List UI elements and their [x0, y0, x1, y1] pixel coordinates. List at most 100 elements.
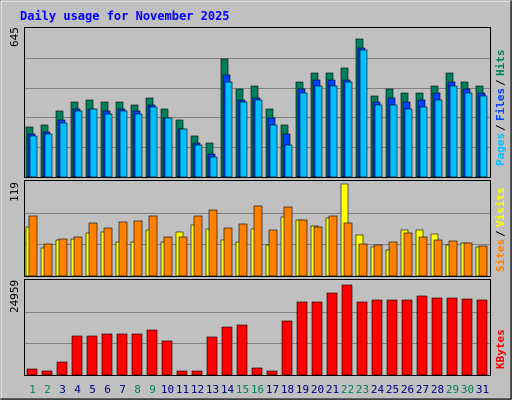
pages-bar [179, 128, 188, 178]
day-label: 29 [446, 383, 459, 396]
day-label: 13 [206, 383, 219, 396]
day-label: 20 [311, 383, 324, 396]
day-label: 6 [104, 383, 111, 396]
sites-bar [253, 205, 263, 277]
sites-bar [373, 244, 383, 277]
kbytes-bar [71, 335, 83, 376]
pages-bar [209, 156, 218, 178]
sites-bar [358, 243, 368, 277]
sites-bar [343, 222, 353, 277]
kbytes-bar [131, 333, 143, 376]
kbytes-bar [296, 301, 308, 376]
kbytes-bar [251, 367, 263, 376]
pages-bar [59, 122, 68, 178]
pages-bar [344, 81, 353, 178]
pages-bar [134, 113, 143, 178]
kbytes-bar [281, 320, 293, 376]
sites-bar [418, 236, 428, 277]
day-label: 16 [251, 383, 264, 396]
pages-bar [269, 124, 278, 178]
kbytes-bar [461, 298, 473, 376]
day-label: 24 [371, 383, 385, 396]
day-label: 18 [281, 383, 294, 396]
day-label: 26 [401, 383, 414, 396]
kbytes-bar [146, 329, 158, 376]
legend-sep-1: / [494, 124, 507, 131]
sites-bar [148, 215, 158, 277]
pages-bar [359, 49, 368, 178]
day-label: 21 [326, 383, 339, 396]
sites-bar [313, 226, 323, 277]
sites-bar [223, 227, 233, 277]
pages-bar [149, 106, 158, 178]
kbytes-panel-border [24, 279, 491, 376]
day-label: 5 [89, 383, 96, 396]
day-label: 15 [236, 383, 249, 396]
day-label: 30 [461, 383, 474, 396]
kbytes-bar [41, 370, 53, 376]
pages-bar [299, 92, 308, 178]
pages-bar [224, 81, 233, 178]
sites-bar [178, 236, 188, 277]
pages-bar [284, 144, 293, 178]
pages-bar [164, 117, 173, 178]
pages-bar [104, 113, 113, 178]
pages-bar [89, 108, 98, 178]
sites-bar [478, 245, 488, 277]
hits-panel-border [24, 27, 491, 178]
day-label: 31 [476, 383, 489, 396]
pages-bar [389, 104, 398, 178]
pages-bar [374, 104, 383, 178]
sites-bar [208, 209, 218, 277]
kbytes-bar [356, 301, 368, 376]
kbytes-bar [101, 333, 113, 376]
sites-bar [433, 239, 443, 277]
day-label: 28 [431, 383, 444, 396]
legend-visits: Visits [494, 187, 507, 227]
legend-sep-3: / [494, 230, 507, 237]
sites-bar [238, 223, 248, 277]
day-label: 25 [386, 383, 399, 396]
sites-bar [73, 236, 83, 277]
kbytes-bar [26, 368, 38, 376]
legend-sites: Sites [494, 239, 507, 272]
pages-bar [419, 106, 428, 178]
kbytes-bar [446, 297, 458, 376]
kbytes-bar [371, 299, 383, 376]
day-label: 22 [341, 383, 354, 396]
pages-bar [29, 135, 38, 178]
sites-bar [88, 222, 98, 277]
sites-bar [448, 240, 458, 277]
sites-bar [58, 238, 68, 277]
pages-bar [434, 99, 443, 178]
pages-bar [329, 85, 338, 178]
sites-bar [283, 206, 293, 277]
pages-bar [194, 144, 203, 178]
sites-bar [133, 220, 143, 277]
sites-bar [388, 241, 398, 277]
kbytes-bar [236, 324, 248, 376]
kbytes-bar [431, 297, 443, 376]
pages-bar [479, 95, 488, 178]
day-label: 12 [191, 383, 204, 396]
pages-bar [74, 110, 83, 178]
day-label: 11 [176, 383, 189, 396]
day-label: 8 [134, 383, 141, 396]
visits-sites-panel: 119 Sites / Visits [8, 180, 507, 277]
chart-title: Daily usage for November 2025 [20, 9, 230, 23]
legend-pages: Pages [494, 133, 507, 166]
sites-bar [403, 232, 413, 277]
kbytes-bar [86, 335, 98, 376]
day-label: 23 [356, 383, 369, 396]
sites-bar [463, 242, 473, 277]
kbytes-bar [326, 292, 338, 376]
kbytes-bar [161, 340, 173, 376]
sites-bar [193, 215, 203, 277]
day-label: 2 [44, 383, 51, 396]
day-label: 19 [296, 383, 309, 396]
legend-kbytes: KBytes [494, 329, 507, 369]
kbytes-panel-ymax-label: 24959 [8, 280, 21, 313]
hits-panel-ymax-label: 645 [8, 27, 21, 47]
day-label: 14 [221, 383, 235, 396]
kbytes-bar [116, 333, 128, 376]
